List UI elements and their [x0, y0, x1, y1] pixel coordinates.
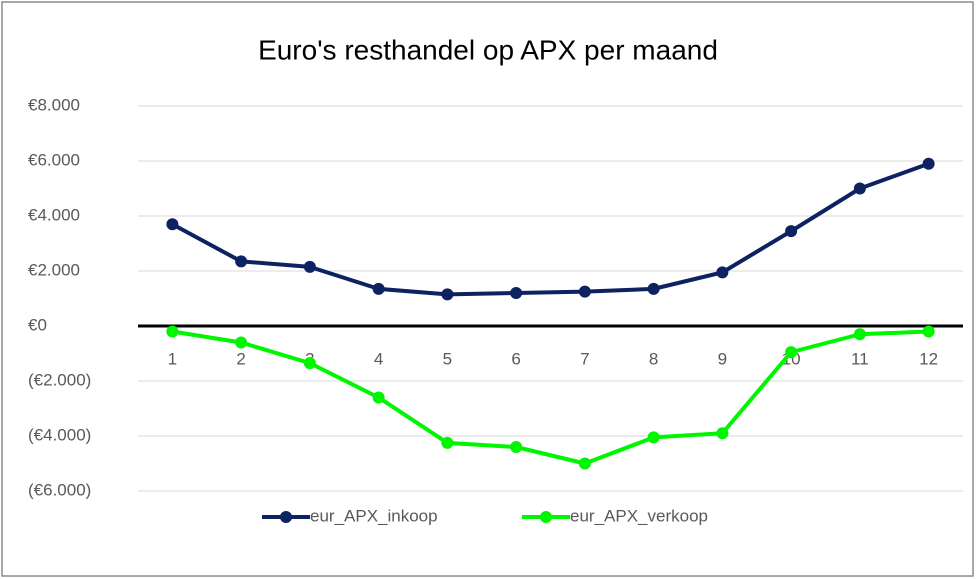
data-point — [510, 287, 523, 299]
data-point — [922, 325, 935, 338]
data-point — [716, 266, 729, 279]
y-tick-label: €8.000 — [28, 95, 80, 114]
data-point — [922, 157, 935, 170]
data-point — [303, 260, 316, 273]
legend-label: eur_APX_inkoop — [310, 506, 438, 525]
data-point — [372, 282, 385, 295]
data-point — [647, 431, 660, 444]
legend-marker — [540, 511, 552, 523]
data-point — [303, 357, 316, 370]
data-point — [853, 328, 866, 341]
data-point — [166, 218, 179, 231]
data-point — [785, 346, 798, 359]
data-point — [510, 441, 523, 453]
y-tick-label: (€2.000) — [28, 370, 91, 389]
chart-title: Euro's resthandel op APX per maand — [258, 34, 718, 65]
x-tick-label: 4 — [374, 349, 383, 368]
x-tick-label: 6 — [511, 349, 520, 368]
y-tick-label: (€6.000) — [28, 480, 91, 499]
x-tick-label: 7 — [580, 349, 589, 368]
legend-label: eur_APX_verkoop — [570, 506, 708, 525]
x-tick-label: 1 — [168, 349, 177, 368]
x-tick-label: 9 — [718, 349, 727, 368]
data-point — [578, 457, 591, 470]
data-point — [853, 182, 866, 195]
data-point — [372, 391, 385, 404]
x-tick-label: 2 — [236, 349, 245, 368]
x-tick-label: 11 — [851, 349, 869, 368]
data-point — [441, 436, 454, 449]
y-tick-label: (€4.000) — [28, 425, 91, 444]
series-line — [171, 161, 930, 297]
y-tick-label: €4.000 — [28, 205, 80, 224]
series-line — [172, 329, 929, 466]
data-point — [166, 325, 179, 338]
y-tick-label: €6.000 — [28, 150, 80, 169]
data-point — [647, 282, 660, 295]
y-tick-label: €2.000 — [28, 260, 80, 279]
x-tick-label: 8 — [649, 349, 658, 368]
data-point — [235, 336, 248, 349]
data-point — [716, 427, 729, 440]
legend-marker — [280, 511, 292, 523]
x-tick-label: 5 — [443, 349, 452, 368]
data-point — [785, 225, 798, 238]
data-point — [578, 285, 591, 298]
data-point — [235, 255, 248, 268]
y-tick-label: €0 — [28, 315, 47, 334]
data-point — [441, 288, 454, 301]
x-tick-label: 12 — [919, 349, 938, 368]
